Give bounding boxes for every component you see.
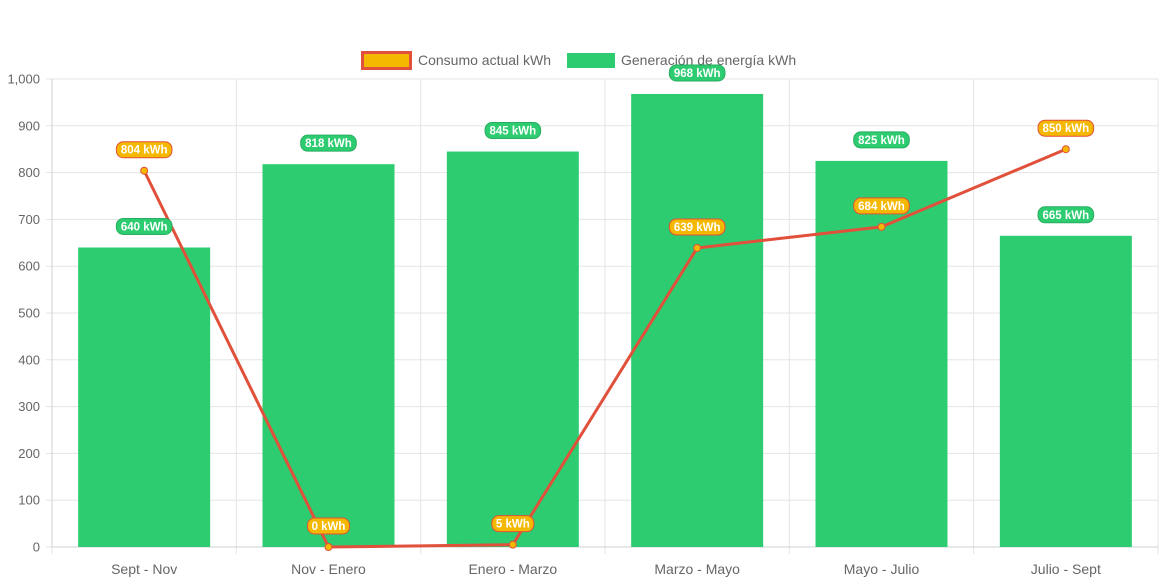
legend-label-consumo: Consumo actual kWh	[418, 52, 552, 68]
data-label-consumo-bg	[1037, 119, 1095, 137]
data-label-generacion: 665 kWh	[1042, 210, 1089, 222]
bar-generacion[interactable]	[815, 160, 948, 547]
data-label-generacion-bg	[853, 131, 910, 149]
point-consumo[interactable]	[877, 222, 886, 231]
data-label-generacion: 968 kWh	[674, 68, 721, 80]
data-label-generacion-bg	[300, 134, 357, 152]
x-tick-label: Enero - Marzo	[468, 561, 557, 577]
data-label-consumo-bg	[668, 218, 726, 236]
y-tick-label: 700	[18, 212, 40, 227]
data-label-generacion-bg	[1037, 206, 1095, 224]
legend-swatch-consumo	[361, 50, 412, 70]
x-tick-label: Marzo - Mayo	[654, 561, 740, 577]
data-label-consumo: 0 kWh	[312, 521, 346, 533]
x-tick-label: Julio - Sept	[1031, 561, 1101, 577]
data-label-generacion: 825 kWh	[858, 135, 905, 147]
data-label-consumo: 639 kWh	[674, 222, 721, 234]
y-tick-label: 900	[18, 118, 40, 133]
line-consumo	[142, 147, 1067, 549]
y-tick-label: 300	[18, 399, 40, 414]
data-label-generacion: 845 kWh	[489, 126, 536, 138]
point-consumo[interactable]	[1061, 145, 1070, 154]
data-label-consumo: 5 kWh	[496, 519, 530, 531]
data-label-generacion: 818 kWh	[305, 138, 352, 150]
data-label-consumo: 804 kWh	[121, 145, 168, 157]
data-label-consumo: 850 kWh	[1042, 123, 1089, 135]
data-label-generacion-bg	[484, 122, 542, 140]
x-tick-label: Mayo - Julio	[844, 561, 920, 577]
data-label-generacion-bg	[668, 64, 726, 82]
bar-generacion[interactable]	[446, 151, 579, 548]
x-tick-label: Sept - Nov	[111, 561, 177, 577]
point-consumo[interactable]	[508, 540, 517, 549]
y-tick-label: 1,000	[7, 72, 40, 87]
point-consumo[interactable]	[693, 243, 702, 252]
data-label-consumo-bg	[115, 141, 173, 159]
legend-item-consumo[interactable]: Consumo actual kWh	[361, 49, 551, 71]
data-label-generacion: 640 kWh	[121, 221, 168, 233]
x-tick-label: Nov - Enero	[291, 561, 366, 577]
y-tick-label: 0	[33, 540, 40, 555]
data-label-consumo-bg	[853, 197, 910, 215]
y-tick-label: 500	[18, 306, 40, 321]
y-tick-label: 200	[18, 446, 40, 461]
y-tick-label: 800	[18, 165, 40, 180]
legend-swatch-generacion	[567, 52, 615, 68]
data-label-consumo-bg	[491, 515, 535, 533]
data-label-generacion-bg	[115, 217, 173, 235]
legend-label-generacion: Generación de energía kWh	[621, 52, 797, 68]
chart-legend: Consumo actual kWh Generación de energía…	[0, 49, 1165, 71]
legend-item-generacion[interactable]: Generación de energía kWh	[567, 49, 796, 71]
bar-generacion[interactable]	[262, 164, 395, 547]
data-label-consumo-bg	[307, 517, 350, 535]
y-tick-label: 600	[18, 259, 40, 274]
point-consumo[interactable]	[324, 543, 333, 551]
y-tick-label: 100	[18, 493, 40, 508]
bar-generacion[interactable]	[78, 247, 211, 548]
point-consumo[interactable]	[140, 166, 149, 175]
data-label-consumo: 684 kWh	[858, 201, 905, 213]
bar-generacion[interactable]	[999, 235, 1132, 547]
y-tick-label: 400	[18, 352, 40, 367]
